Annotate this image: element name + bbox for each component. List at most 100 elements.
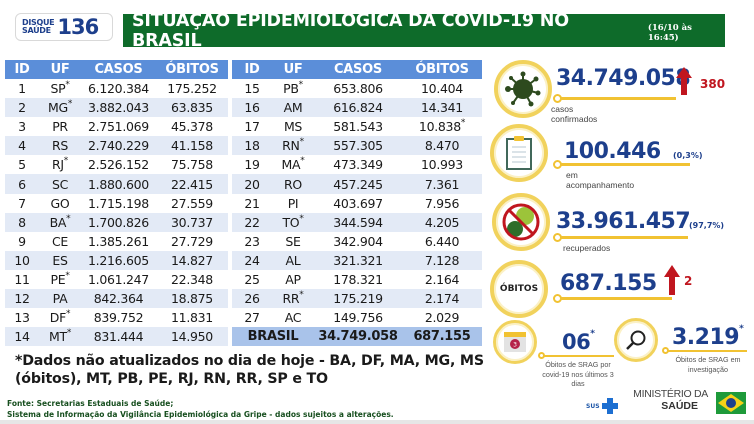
col-uf: UF xyxy=(272,60,314,79)
col-id: ID xyxy=(232,60,272,79)
divider-line xyxy=(560,163,690,166)
cell-casos: 403.697 xyxy=(314,193,402,213)
obitos-value: 2.029 xyxy=(424,310,460,326)
obitos-value: 10.838 xyxy=(418,119,461,135)
uf-code: AL xyxy=(285,252,301,268)
table-row: 25 AP 178.321 2.164 xyxy=(232,269,482,290)
magnifier-icon xyxy=(614,318,658,362)
obitos-value: 27.559 xyxy=(171,195,213,211)
confirmed-cases-value: 34.749.058 xyxy=(556,66,691,91)
cell-casos: 616.824 xyxy=(314,98,402,118)
uf-code: RR xyxy=(282,291,300,307)
divider-line xyxy=(667,350,747,352)
monitoring-value: 100.446 xyxy=(564,139,661,164)
cell-id: 2 xyxy=(5,98,39,118)
uf-code: SC xyxy=(51,176,69,192)
recovered-value: 33.961.457 xyxy=(556,209,691,234)
table-row: 15 PB* 653.806 10.404 xyxy=(232,79,482,99)
cell-casos: 1.715.198 xyxy=(81,193,156,213)
uf-code: TO xyxy=(282,214,300,230)
cell-casos: 342.904 xyxy=(314,231,402,251)
cell-obitos: 11.831 xyxy=(156,308,228,328)
table-row: 24 AL 321.321 7.128 xyxy=(232,250,482,270)
uf-code: MT xyxy=(48,329,67,345)
cell-id: 23 xyxy=(232,231,272,251)
uf-code: RJ xyxy=(52,157,64,173)
total-obitos: 687.155 xyxy=(402,327,482,347)
cell-obitos: 10.838* xyxy=(402,117,482,137)
table-row: 2 MG* 3.882.043 63.835 xyxy=(5,98,228,118)
cell-id: 19 xyxy=(232,155,272,175)
cell-id: 22 xyxy=(232,212,272,232)
table-row: 14 MT* 831.444 14.950 xyxy=(5,327,228,347)
obitos-value: 2.164 xyxy=(424,271,460,287)
cell-casos: 3.882.043 xyxy=(81,98,156,118)
divider-dot xyxy=(662,347,669,354)
cell-obitos: 63.835 xyxy=(156,98,228,118)
cell-uf: SP* xyxy=(39,79,81,99)
col-id: ID xyxy=(5,60,39,79)
cell-uf: DF* xyxy=(39,308,81,328)
total-row: BRASIL 34.749.058 687.155 xyxy=(232,327,482,347)
cell-obitos: 10.404 xyxy=(402,79,482,99)
cell-casos: 1.061.247 xyxy=(81,269,156,290)
cell-casos: 2.526.152 xyxy=(81,155,156,175)
uf-code: PB xyxy=(283,81,299,97)
obitos-value: 27.729 xyxy=(171,233,213,249)
cell-uf: RR* xyxy=(272,289,314,309)
cell-uf: PE* xyxy=(39,269,81,290)
confirmed-cases-label: casos confirmados xyxy=(551,104,598,124)
cell-id: 25 xyxy=(232,269,272,290)
cell-casos: 1.700.826 xyxy=(81,212,156,232)
table-row: 22 TO* 344.594 4.205 xyxy=(232,212,482,232)
calendar-icon: 3 xyxy=(493,320,537,364)
uf-code: RO xyxy=(284,176,302,192)
cell-uf: PA xyxy=(39,289,81,309)
obitos-value: 75.758 xyxy=(171,157,213,173)
uf-code: PI xyxy=(287,195,299,211)
cell-id: 7 xyxy=(5,193,39,213)
update-timestamp: (16/10 às 16:45) xyxy=(647,22,692,43)
divider-dot xyxy=(553,294,562,303)
cell-id: 14 xyxy=(5,327,39,347)
uf-code: AC xyxy=(284,310,302,326)
deaths-delta: 2 xyxy=(684,274,693,288)
uf-code: RN xyxy=(282,138,300,154)
cell-obitos: 14.950 xyxy=(156,327,228,347)
cell-id: 4 xyxy=(5,136,39,156)
table-row: 27 AC 149.756 2.029 xyxy=(232,308,482,328)
update-note: *Dados não atualizados no dia de hoje - … xyxy=(15,353,484,387)
cell-casos: 1.216.605 xyxy=(81,250,156,270)
logo-number: 136 xyxy=(57,15,99,39)
cell-obitos: 4.205 xyxy=(402,212,482,232)
divider-line xyxy=(543,355,614,357)
cell-uf: MG* xyxy=(39,98,81,118)
virus-icon xyxy=(494,60,552,118)
cell-id: 18 xyxy=(232,136,272,156)
col-casos: CASOS xyxy=(314,60,402,79)
uf-code: PE xyxy=(50,271,66,287)
clipboard-icon xyxy=(490,124,548,182)
up-arrow-icon xyxy=(676,67,692,95)
table-row: 19 MA* 473.349 10.993 xyxy=(232,155,482,175)
cell-obitos: 27.729 xyxy=(156,231,228,251)
obitos-value: 41.158 xyxy=(171,138,213,154)
cell-uf: AP xyxy=(272,269,314,290)
cell-uf: AL xyxy=(272,250,314,270)
uf-code: ES xyxy=(52,252,68,268)
sus-logo: SUS xyxy=(586,398,618,414)
cell-uf: TO* xyxy=(272,212,314,232)
cell-uf: RS xyxy=(39,136,81,156)
cell-uf: MA* xyxy=(272,155,314,175)
obitos-value: 7.956 xyxy=(424,195,460,211)
source-line-1: Fonte: Secretarias Estaduais de Saúde; xyxy=(7,399,174,408)
bottom-rule xyxy=(0,420,754,424)
obitos-value: 11.831 xyxy=(171,310,213,326)
col-uf: UF xyxy=(39,60,81,79)
cell-uf: MT* xyxy=(39,327,81,347)
cell-casos: 149.756 xyxy=(314,308,402,328)
sus-text: SUS xyxy=(586,402,600,410)
table-row: 5 RJ* 2.526.152 75.758 xyxy=(5,155,228,175)
ministry-line1: MINISTÉRIO DA xyxy=(633,388,708,400)
srag-recent-value: 06* xyxy=(562,329,595,354)
